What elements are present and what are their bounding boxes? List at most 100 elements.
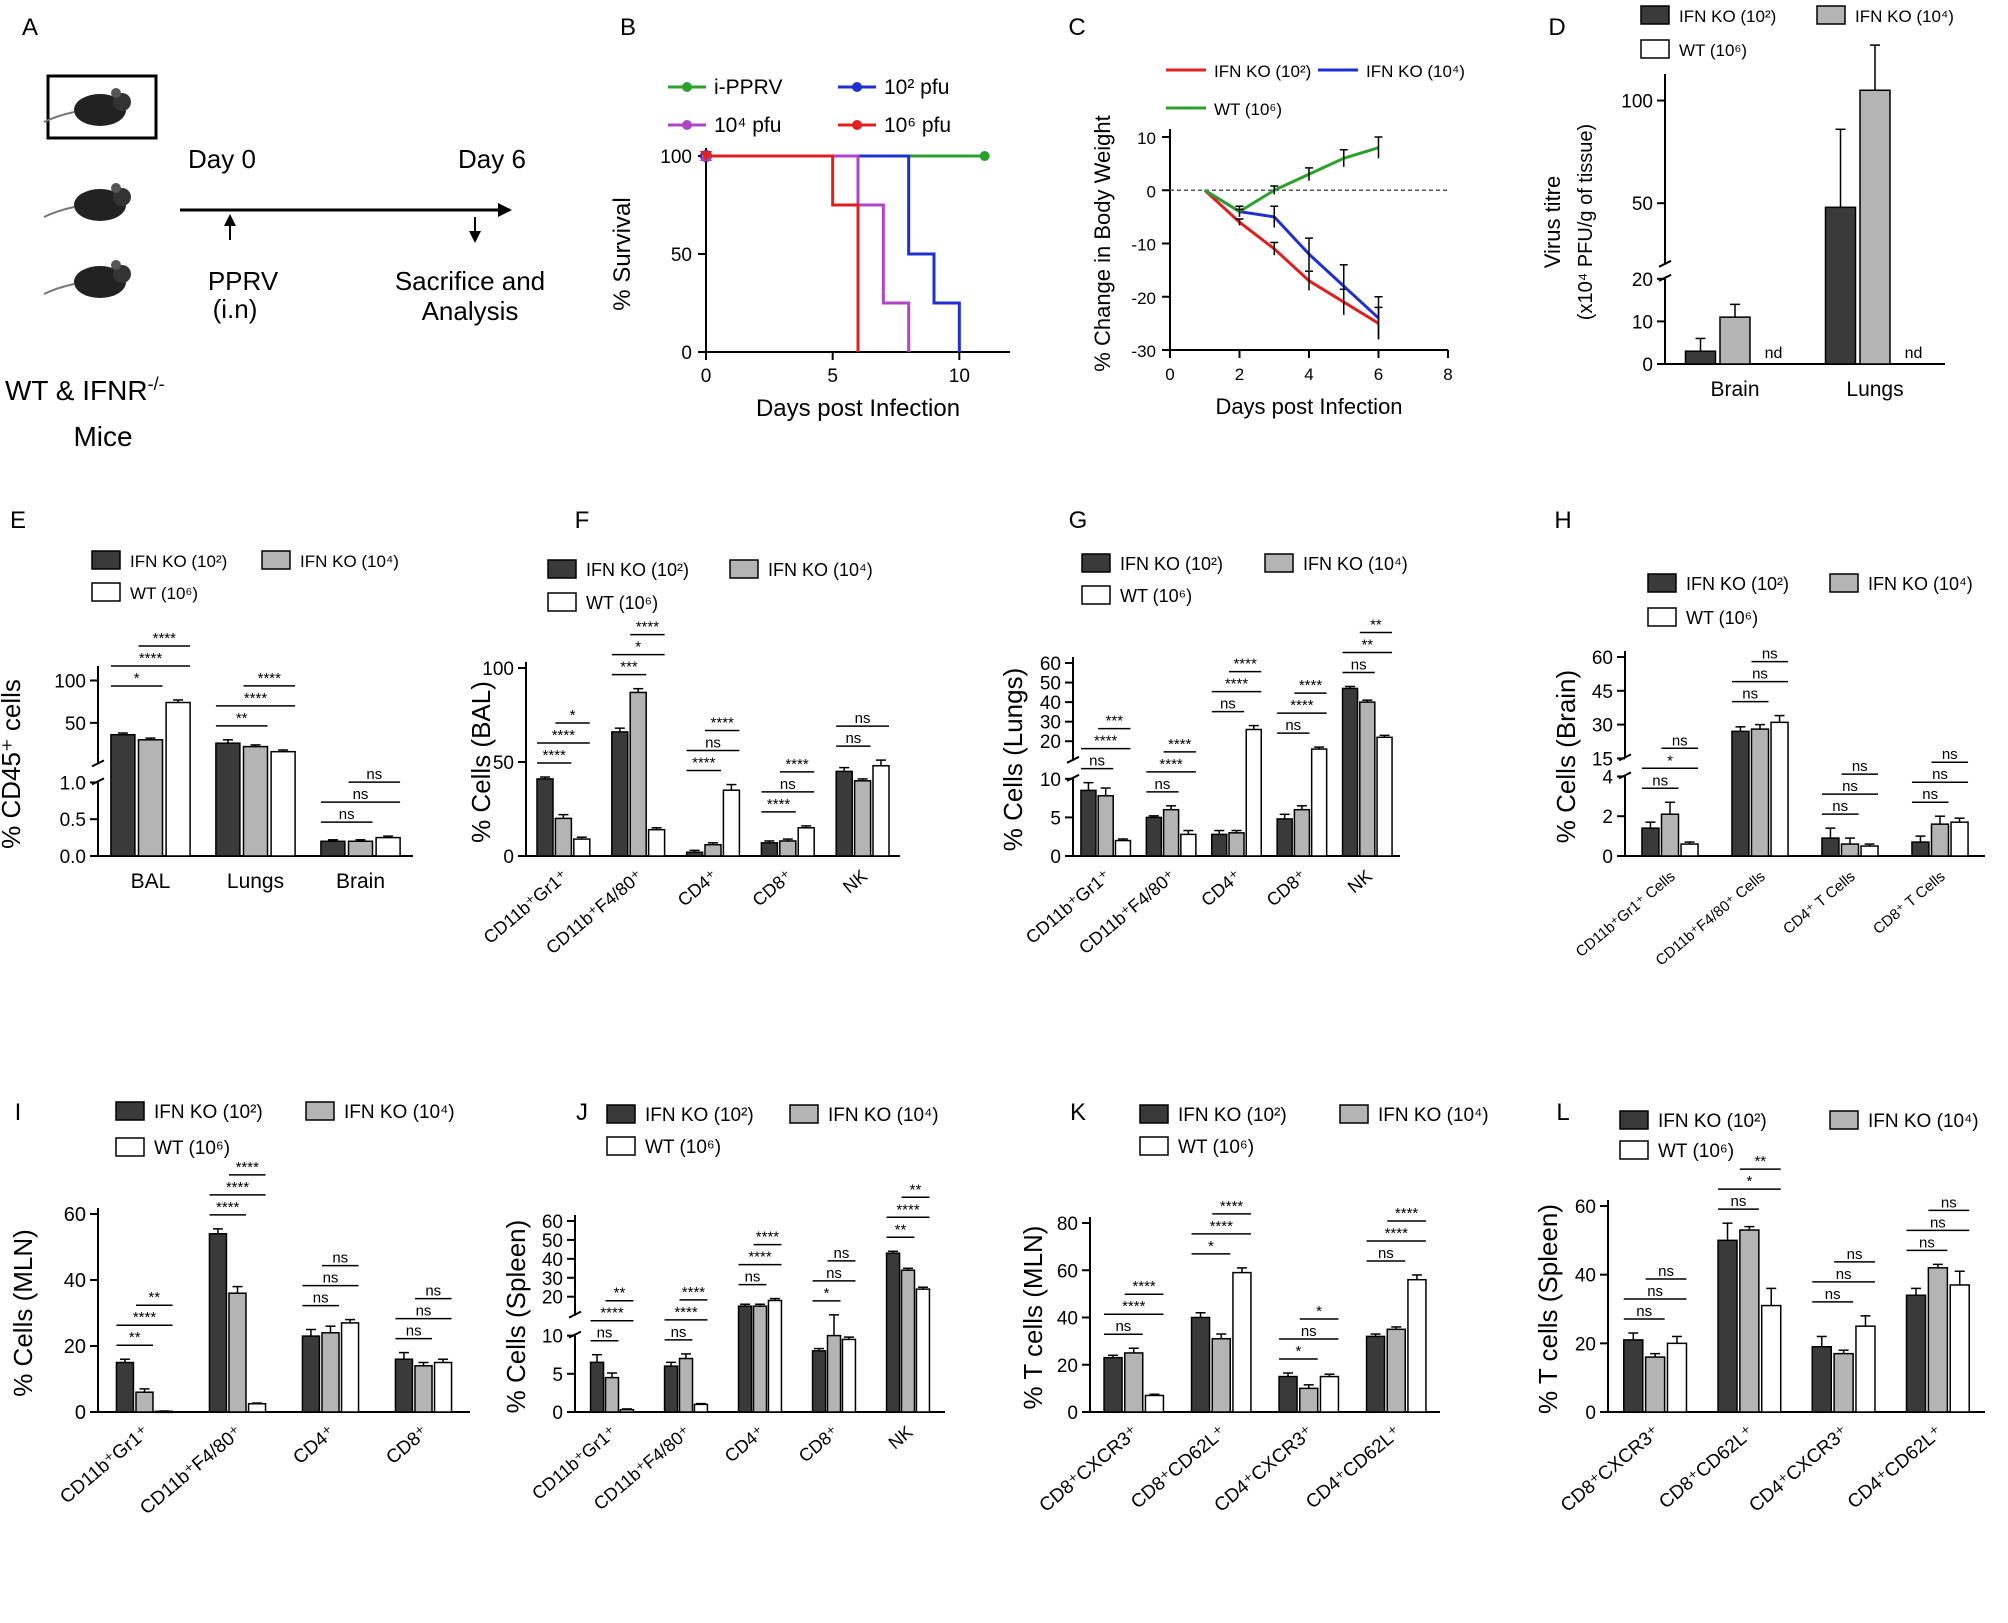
bar bbox=[1750, 728, 1770, 857]
significance-label: ** bbox=[1361, 636, 1373, 653]
bar bbox=[1760, 1304, 1782, 1413]
significance-label: **** bbox=[767, 796, 791, 813]
y-tick-label: -10 bbox=[1131, 236, 1156, 255]
significance-label: ns bbox=[1636, 1303, 1652, 1320]
significance-label: ns bbox=[366, 766, 382, 783]
y-tick-label: 100 bbox=[1621, 92, 1653, 113]
bar bbox=[1680, 843, 1699, 857]
mouse-icon bbox=[43, 183, 131, 221]
significance-label: **** bbox=[244, 690, 268, 707]
significance-label: * bbox=[1316, 1303, 1322, 1320]
significance-label: **** bbox=[1290, 697, 1314, 714]
category-label: CD8⁺CXCR3⁺ bbox=[1557, 1422, 1664, 1517]
legend-swatch bbox=[305, 1101, 335, 1121]
bar bbox=[737, 1305, 753, 1413]
significance-label: **** bbox=[1395, 1205, 1419, 1222]
bar bbox=[1162, 808, 1180, 857]
nd-label: nd bbox=[1905, 345, 1923, 362]
y-tick-label: 50 bbox=[65, 714, 86, 735]
significance-label: **** bbox=[1385, 1225, 1409, 1242]
significance-label: ** bbox=[895, 1221, 907, 1238]
panel-letter: G bbox=[1069, 507, 1088, 534]
panel-C: C -30 -20 -10 0 10 0 2 4 6 8 Days post Infection % C… bbox=[1068, 14, 1465, 419]
panel-letter: A bbox=[22, 14, 38, 41]
legend-label: IFN KO (10²) bbox=[1214, 62, 1311, 81]
significance-label: ns bbox=[1658, 1263, 1674, 1280]
significance-label: ns bbox=[1836, 1266, 1852, 1283]
bar bbox=[1644, 1356, 1666, 1413]
bar bbox=[1359, 701, 1376, 857]
axis-break-mark bbox=[1066, 755, 1080, 764]
legend-swatch bbox=[115, 1101, 145, 1121]
legend-label: IFN KO (10²) bbox=[154, 1102, 263, 1123]
significance-label: **** bbox=[552, 727, 576, 744]
legend-label: IFN KO (10²) bbox=[1686, 574, 1789, 594]
significance-label: **** bbox=[1225, 676, 1249, 693]
y-tick-label: 0 bbox=[1147, 182, 1156, 201]
panel-letter: J bbox=[576, 1099, 588, 1126]
legend-swatch bbox=[1339, 1104, 1369, 1124]
y-tick-label: 0 bbox=[1050, 847, 1061, 868]
category-label: CD8⁺ bbox=[382, 1422, 432, 1469]
legend-label: IFN KO (10⁴) bbox=[1855, 7, 1954, 26]
y-tick-label: 0 bbox=[1585, 1403, 1596, 1424]
significance-label: ns bbox=[1301, 1323, 1317, 1340]
significance-label: **** bbox=[1210, 1218, 1234, 1235]
legend-label: IFN KO (10²) bbox=[130, 552, 227, 571]
superscript: -/- bbox=[148, 374, 165, 394]
panel-J: J IFN KO (10²) IFN KO (10⁴) WT (10⁶) 0 5 10 203… bbox=[501, 1099, 945, 1514]
bar bbox=[1144, 1394, 1165, 1413]
bar bbox=[611, 731, 629, 857]
significance-label: ns bbox=[1922, 786, 1938, 803]
bar bbox=[115, 1361, 135, 1413]
legend-label: IFN KO (10⁴) bbox=[1868, 574, 1973, 594]
significance-label: ns bbox=[1825, 1286, 1841, 1303]
y-tick-label: 10 bbox=[1137, 129, 1156, 148]
bar bbox=[1859, 89, 1891, 365]
legend-label: WT (10⁶) bbox=[1658, 1141, 1734, 1162]
bar bbox=[835, 770, 853, 857]
legend-label: WT (10⁶) bbox=[154, 1138, 230, 1159]
nd-label: nd bbox=[1765, 345, 1783, 362]
y-tick-label: 15 bbox=[1592, 749, 1613, 770]
bar bbox=[301, 1335, 321, 1413]
y-tick-label: 30 bbox=[1040, 713, 1061, 734]
legend-swatch bbox=[1647, 573, 1677, 593]
bar bbox=[1293, 808, 1311, 857]
legend-swatch bbox=[789, 1104, 819, 1124]
significance-label: ns bbox=[1942, 746, 1958, 763]
y-tick-label: 20 bbox=[1040, 732, 1061, 753]
significance-label: ns bbox=[1919, 1234, 1935, 1251]
significance-label: ns bbox=[780, 776, 796, 793]
legend-swatch bbox=[1816, 5, 1846, 25]
significance-label: ** bbox=[1754, 1153, 1766, 1170]
panel-letter: H bbox=[1554, 507, 1571, 534]
series-line bbox=[1203, 188, 1380, 320]
x-tick-label: 0 bbox=[701, 366, 712, 387]
bar bbox=[629, 691, 647, 857]
bar bbox=[1739, 1229, 1760, 1413]
bar bbox=[1719, 316, 1751, 365]
legend-marker bbox=[682, 82, 692, 92]
bar bbox=[321, 1332, 340, 1413]
category-label: CD4⁺ bbox=[289, 1422, 339, 1469]
mice-label: WT & IFNR-/- bbox=[5, 374, 165, 406]
significance-label: ns bbox=[416, 1303, 432, 1320]
series-line bbox=[706, 154, 860, 352]
category-label: CD4⁺CD62L⁺ bbox=[1844, 1422, 1947, 1513]
bar bbox=[1821, 837, 1840, 857]
bar bbox=[1245, 728, 1262, 857]
legend-swatch bbox=[547, 559, 577, 579]
category-label: CD8⁺ bbox=[749, 866, 797, 911]
significance-label: **** bbox=[236, 1159, 260, 1176]
bar bbox=[693, 1403, 709, 1413]
significance-label: **** bbox=[226, 1179, 250, 1196]
series-marker bbox=[979, 151, 990, 161]
y-axis-label: % Change in Body Weight bbox=[1090, 115, 1115, 371]
bar bbox=[1950, 821, 1969, 857]
bar bbox=[1299, 1387, 1319, 1413]
category-label: CD8⁺ bbox=[1263, 866, 1311, 911]
panel-D: D IFN KO (10²) IFN KO (10⁴) WT (10⁶) 0 10 20 50… bbox=[1540, 5, 1954, 401]
panel-letter: L bbox=[1556, 1099, 1569, 1126]
panel-letter: D bbox=[1548, 14, 1565, 41]
